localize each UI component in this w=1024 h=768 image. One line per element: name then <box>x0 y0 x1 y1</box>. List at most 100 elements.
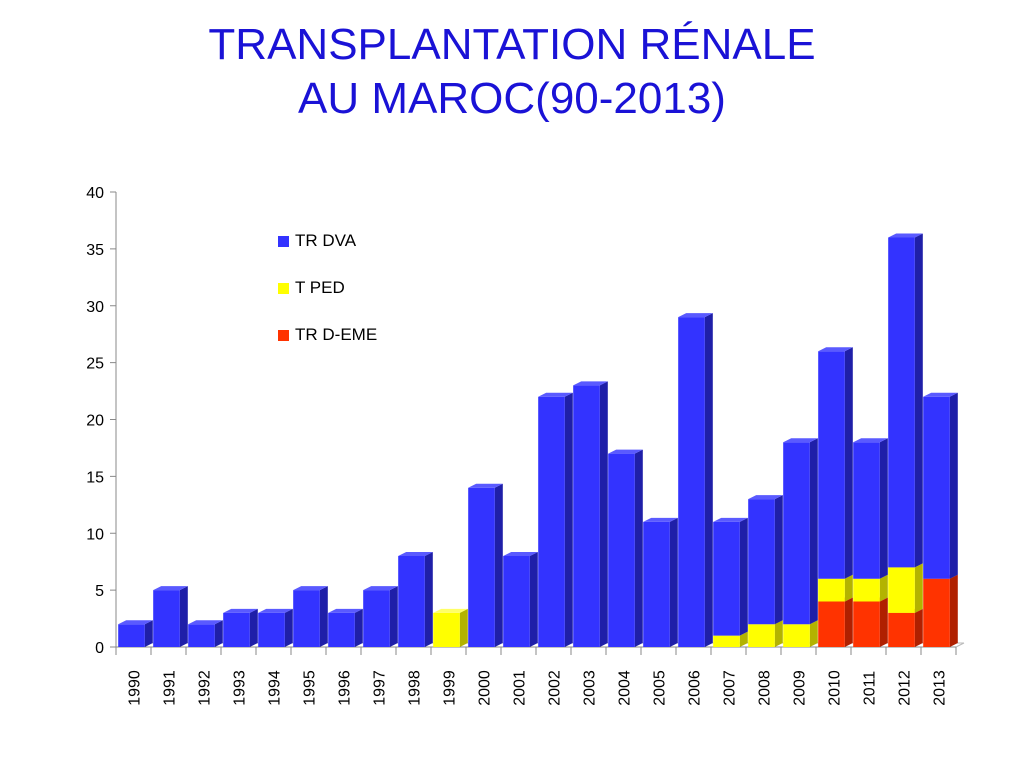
bar-front <box>748 499 775 625</box>
bar-side <box>809 620 818 647</box>
bar-front <box>538 396 565 647</box>
bar-side <box>844 597 853 647</box>
bar-side <box>844 347 853 579</box>
bar-front <box>818 601 845 647</box>
bar-front <box>328 612 355 647</box>
bar-side <box>564 392 573 647</box>
y-tick-label: 5 <box>95 583 104 600</box>
bar-tr-dva <box>783 438 818 625</box>
chart-bars <box>118 233 958 647</box>
bar-tr-dva <box>468 483 503 647</box>
bar-top <box>293 586 328 591</box>
bar-tr-d-eme <box>923 574 958 647</box>
bar-front <box>923 396 950 579</box>
bar-tr-dva <box>573 381 608 647</box>
bar-front <box>118 624 145 647</box>
bar-front <box>818 578 845 602</box>
x-tick-label: 2003 <box>582 670 599 706</box>
y-tick-label: 30 <box>86 299 104 316</box>
bar-side <box>879 597 888 647</box>
bar-side <box>914 608 923 647</box>
bar-side <box>774 620 783 647</box>
bar-front <box>223 612 250 647</box>
x-tick-label: 1991 <box>162 670 179 706</box>
x-tick-label: 2013 <box>932 670 949 706</box>
bar-top <box>433 608 468 613</box>
y-tick-label: 40 <box>86 185 104 202</box>
bar-side <box>949 392 958 579</box>
chart-title: TRANSPLANTATION RÉNALE AU MAROC(90-2013) <box>0 18 1024 126</box>
x-tick-label: 2007 <box>722 670 739 706</box>
bar-top <box>328 608 363 613</box>
chart-title-line1: TRANSPLANTATION RÉNALE <box>208 20 816 69</box>
bar-side <box>599 381 608 647</box>
bar-top <box>258 608 293 613</box>
bar-t-ped <box>853 574 888 602</box>
x-tick-label: 2002 <box>547 670 564 706</box>
x-tick-label: 2000 <box>477 670 494 706</box>
x-tick-label: 2001 <box>512 670 529 706</box>
bar-side <box>739 631 748 647</box>
bar-top <box>888 233 923 238</box>
bar-tr-dva <box>328 608 363 647</box>
bar-side <box>669 517 678 647</box>
bar-tr-dva <box>118 620 153 647</box>
bar-tr-dva <box>398 552 433 647</box>
bar-front <box>608 453 635 647</box>
legend-label: TR DVA <box>295 231 357 250</box>
bar-top <box>678 313 713 318</box>
bar-side <box>844 574 853 602</box>
bar-front <box>888 567 915 613</box>
y-tick-label: 25 <box>86 356 104 373</box>
bar-tr-dva <box>713 517 748 636</box>
bar-tr-dva <box>503 552 538 647</box>
x-tick-label: 1997 <box>372 670 389 706</box>
bar-front <box>888 237 915 568</box>
bar-top <box>153 586 188 591</box>
x-tick-label: 1990 <box>127 670 144 706</box>
bar-front <box>153 590 180 647</box>
bar-top <box>223 608 258 613</box>
bar-top <box>748 495 783 500</box>
y-tick-label: 0 <box>95 640 104 657</box>
x-tick-label: 2005 <box>652 670 669 706</box>
bar-tr-d-eme <box>853 597 888 647</box>
bar-front <box>713 521 740 636</box>
bar-front <box>853 442 880 579</box>
bar-tr-dva <box>223 608 258 647</box>
bar-tr-dva <box>153 586 188 647</box>
bar-tr-dva <box>678 313 713 647</box>
x-tick-label: 2006 <box>687 670 704 706</box>
bar-front <box>923 578 950 647</box>
legend-label: T PED <box>295 278 345 297</box>
bar-side <box>914 233 923 568</box>
bar-top <box>398 552 433 556</box>
bar-front <box>748 624 775 647</box>
bar-side <box>249 608 258 647</box>
x-tick-label: 1996 <box>337 670 354 706</box>
bar-tr-dva <box>748 495 783 625</box>
bar-tr-dva <box>643 517 678 647</box>
y-tick-label: 20 <box>86 413 104 430</box>
chart-legend: TR DVA T PED TR D-EME <box>278 231 377 344</box>
bar-side <box>284 608 293 647</box>
x-tick-label: 2004 <box>617 670 634 706</box>
bar-side <box>529 552 538 647</box>
x-tick-label: 1995 <box>302 670 319 706</box>
bar-side <box>949 574 958 647</box>
bar-side <box>704 313 713 647</box>
bar-side <box>389 586 398 647</box>
x-tick-label: 2012 <box>897 670 914 706</box>
bar-top <box>468 483 503 488</box>
bar-front <box>573 385 600 647</box>
bar-front <box>468 487 495 647</box>
x-tick-label: 2009 <box>792 670 809 706</box>
x-tick-label: 1994 <box>267 670 284 706</box>
bar-side <box>739 517 748 636</box>
bar-front <box>643 521 670 647</box>
bar-top <box>818 347 853 352</box>
floor-side-line <box>955 642 965 648</box>
bar-side <box>914 563 923 613</box>
bar-top <box>783 438 818 443</box>
bar-top <box>643 517 678 522</box>
